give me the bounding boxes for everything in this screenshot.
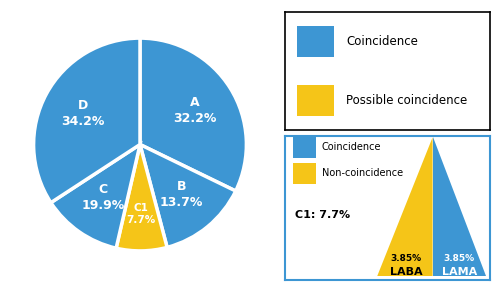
Text: LABA: LABA bbox=[390, 267, 422, 277]
Text: Coincidence: Coincidence bbox=[346, 35, 418, 48]
Wedge shape bbox=[116, 144, 167, 251]
Text: 3.85%: 3.85% bbox=[390, 254, 422, 263]
Text: D
34.2%: D 34.2% bbox=[61, 99, 104, 128]
FancyBboxPatch shape bbox=[298, 85, 334, 116]
Text: A
32.2%: A 32.2% bbox=[174, 96, 217, 125]
Wedge shape bbox=[140, 38, 246, 191]
Text: Possible coincidence: Possible coincidence bbox=[346, 94, 468, 107]
Text: Coincidence: Coincidence bbox=[322, 142, 382, 152]
Wedge shape bbox=[51, 144, 140, 248]
Text: C1: 7.7%: C1: 7.7% bbox=[295, 210, 350, 220]
FancyBboxPatch shape bbox=[293, 137, 316, 158]
Text: B
13.7%: B 13.7% bbox=[160, 180, 203, 209]
FancyBboxPatch shape bbox=[293, 163, 316, 184]
FancyBboxPatch shape bbox=[298, 26, 334, 57]
Text: C1
7.7%: C1 7.7% bbox=[126, 203, 156, 225]
Text: C
19.9%: C 19.9% bbox=[81, 183, 124, 212]
Polygon shape bbox=[378, 137, 432, 276]
Text: LAMA: LAMA bbox=[442, 267, 477, 277]
Wedge shape bbox=[140, 144, 235, 247]
Polygon shape bbox=[432, 137, 486, 276]
Text: Non-coincidence: Non-coincidence bbox=[322, 168, 403, 178]
Wedge shape bbox=[34, 38, 140, 203]
Text: 3.85%: 3.85% bbox=[444, 254, 475, 263]
